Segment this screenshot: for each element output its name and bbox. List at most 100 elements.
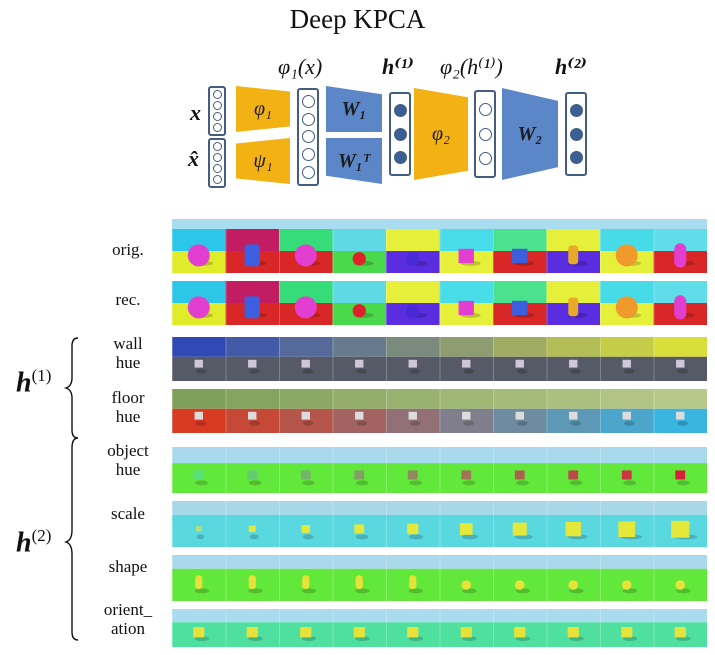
thumbnail-shape	[546, 555, 601, 601]
row-label-rec: rec.	[115, 290, 141, 309]
thumbnail-floor	[439, 389, 494, 433]
group-label-h2: h(2)	[16, 526, 52, 559]
label-phi2-h1: φ₂(h⁽¹⁾)	[440, 54, 503, 79]
thumbnail-floor	[493, 389, 547, 433]
thumbnail-orient	[172, 609, 226, 647]
psi1-block: ψ₁	[236, 138, 290, 184]
thumbnail-obj	[439, 447, 494, 493]
thumbnail-rec	[225, 281, 280, 325]
thumbnail-scale	[279, 501, 333, 547]
thumbnail-scale	[653, 501, 707, 547]
thumbnail-floor	[279, 389, 333, 433]
thumbnail-floor	[600, 389, 654, 433]
thumbnail-orient	[386, 609, 440, 647]
thumbnail-obj	[493, 447, 547, 493]
row-label-orientation: orient_ ation	[103, 600, 153, 638]
thumbnail-orient	[279, 609, 333, 647]
thumbnail-wall	[225, 337, 280, 381]
phi1-block: φ₁	[236, 86, 290, 132]
thumbnail-scale	[332, 501, 387, 547]
thumbnail-obj	[600, 447, 654, 493]
feature-column-phi1	[297, 88, 319, 186]
thumbnail-scale	[386, 501, 440, 547]
thumbnail-wall	[493, 337, 547, 381]
thumbnail-rec	[172, 281, 226, 325]
thumbnail-floor	[332, 389, 387, 433]
thumbnail-shape	[386, 555, 440, 601]
thumbnail-orient	[493, 609, 547, 647]
thumbnail-obj	[279, 447, 333, 493]
w1t-block: W₁ᵀ	[326, 138, 382, 184]
thumbnail-rec	[493, 281, 547, 325]
group-label-h1: h(1)	[16, 366, 52, 399]
thumbnail-shape	[493, 555, 547, 601]
h1-column	[389, 92, 411, 176]
row-label-shape: shape	[108, 557, 148, 576]
thumbnail-scale	[600, 501, 654, 547]
thumbnail-rec	[546, 281, 601, 325]
thumbnail-wall	[439, 337, 494, 381]
thumbnail-rec	[439, 281, 494, 325]
phi2-block: φ₂	[414, 88, 468, 180]
thumbnail-orig	[546, 229, 601, 273]
thumbnail-shape	[439, 555, 494, 601]
label-phi1-x: φ₁(x)	[278, 54, 323, 79]
thumbnail-orient	[225, 609, 280, 647]
thumbnail-scale	[546, 501, 601, 547]
thumbnail-shape	[225, 555, 280, 601]
thumbnail-wall	[172, 337, 226, 381]
input-column-x	[208, 86, 226, 136]
feature-column-phi2	[474, 90, 496, 178]
thumbnail-orient	[546, 609, 601, 647]
group-braces	[63, 337, 79, 641]
thumbnail-shape	[600, 555, 654, 601]
w1-block: W₁	[326, 86, 382, 132]
row-label-scale: scale	[111, 504, 145, 523]
thumbnail-orig	[600, 229, 654, 273]
thumbnail-orient	[653, 609, 707, 647]
thumbnail-scale	[493, 501, 547, 547]
thumbnail-orig	[279, 229, 333, 273]
figure-title: Deep KPCA	[289, 4, 426, 34]
thumbnail-floor	[225, 389, 280, 433]
row-label-floor-hue: floor hue	[111, 388, 145, 426]
thumbnail-rec	[653, 281, 707, 325]
thumbnail-wall	[279, 337, 333, 381]
thumbnail-orient	[600, 609, 654, 647]
thumbnail-obj	[225, 447, 280, 493]
thumbnail-floor	[386, 389, 440, 433]
thumbnail-shape	[332, 555, 387, 601]
thumbnail-shape	[172, 555, 226, 601]
thumbnail-scale	[439, 501, 494, 547]
label-h2: h⁽²⁾	[555, 54, 587, 79]
thumbnail-wall	[546, 337, 601, 381]
thumbnail-orig	[172, 229, 226, 273]
row-label-object-hue: object hue	[107, 441, 149, 479]
row-label-wall-hue: wall hue	[113, 334, 143, 372]
label-x-hat: x̂	[188, 146, 199, 171]
thumbnail-shape	[653, 555, 707, 601]
label-x: x	[190, 100, 201, 125]
thumbnail-obj	[546, 447, 601, 493]
thumbnail-scale	[172, 501, 226, 547]
thumbnail-wall	[332, 337, 387, 381]
thumbnail-shape	[279, 555, 333, 601]
thumbnail-rec	[386, 281, 440, 325]
thumbnail-scale	[225, 501, 280, 547]
thumbnail-rec	[332, 281, 387, 325]
thumbnail-rec	[279, 281, 333, 325]
thumbnail-orig	[439, 229, 494, 273]
thumbnail-wall	[653, 337, 707, 381]
thumbnail-floor	[172, 389, 226, 433]
thumbnail-orient	[439, 609, 494, 647]
thumbnail-orig	[332, 229, 387, 273]
row-label-orig: orig.	[112, 240, 144, 259]
reconstruction-image-grid	[172, 219, 707, 647]
thumbnail-floor	[653, 389, 707, 433]
label-h1: h⁽¹⁾	[382, 54, 414, 79]
thumbnail-rec	[600, 281, 654, 325]
h2-column	[565, 92, 587, 176]
thumbnail-orig	[493, 229, 547, 273]
thumbnail-wall	[386, 337, 440, 381]
w2-block: W₂	[502, 88, 558, 180]
